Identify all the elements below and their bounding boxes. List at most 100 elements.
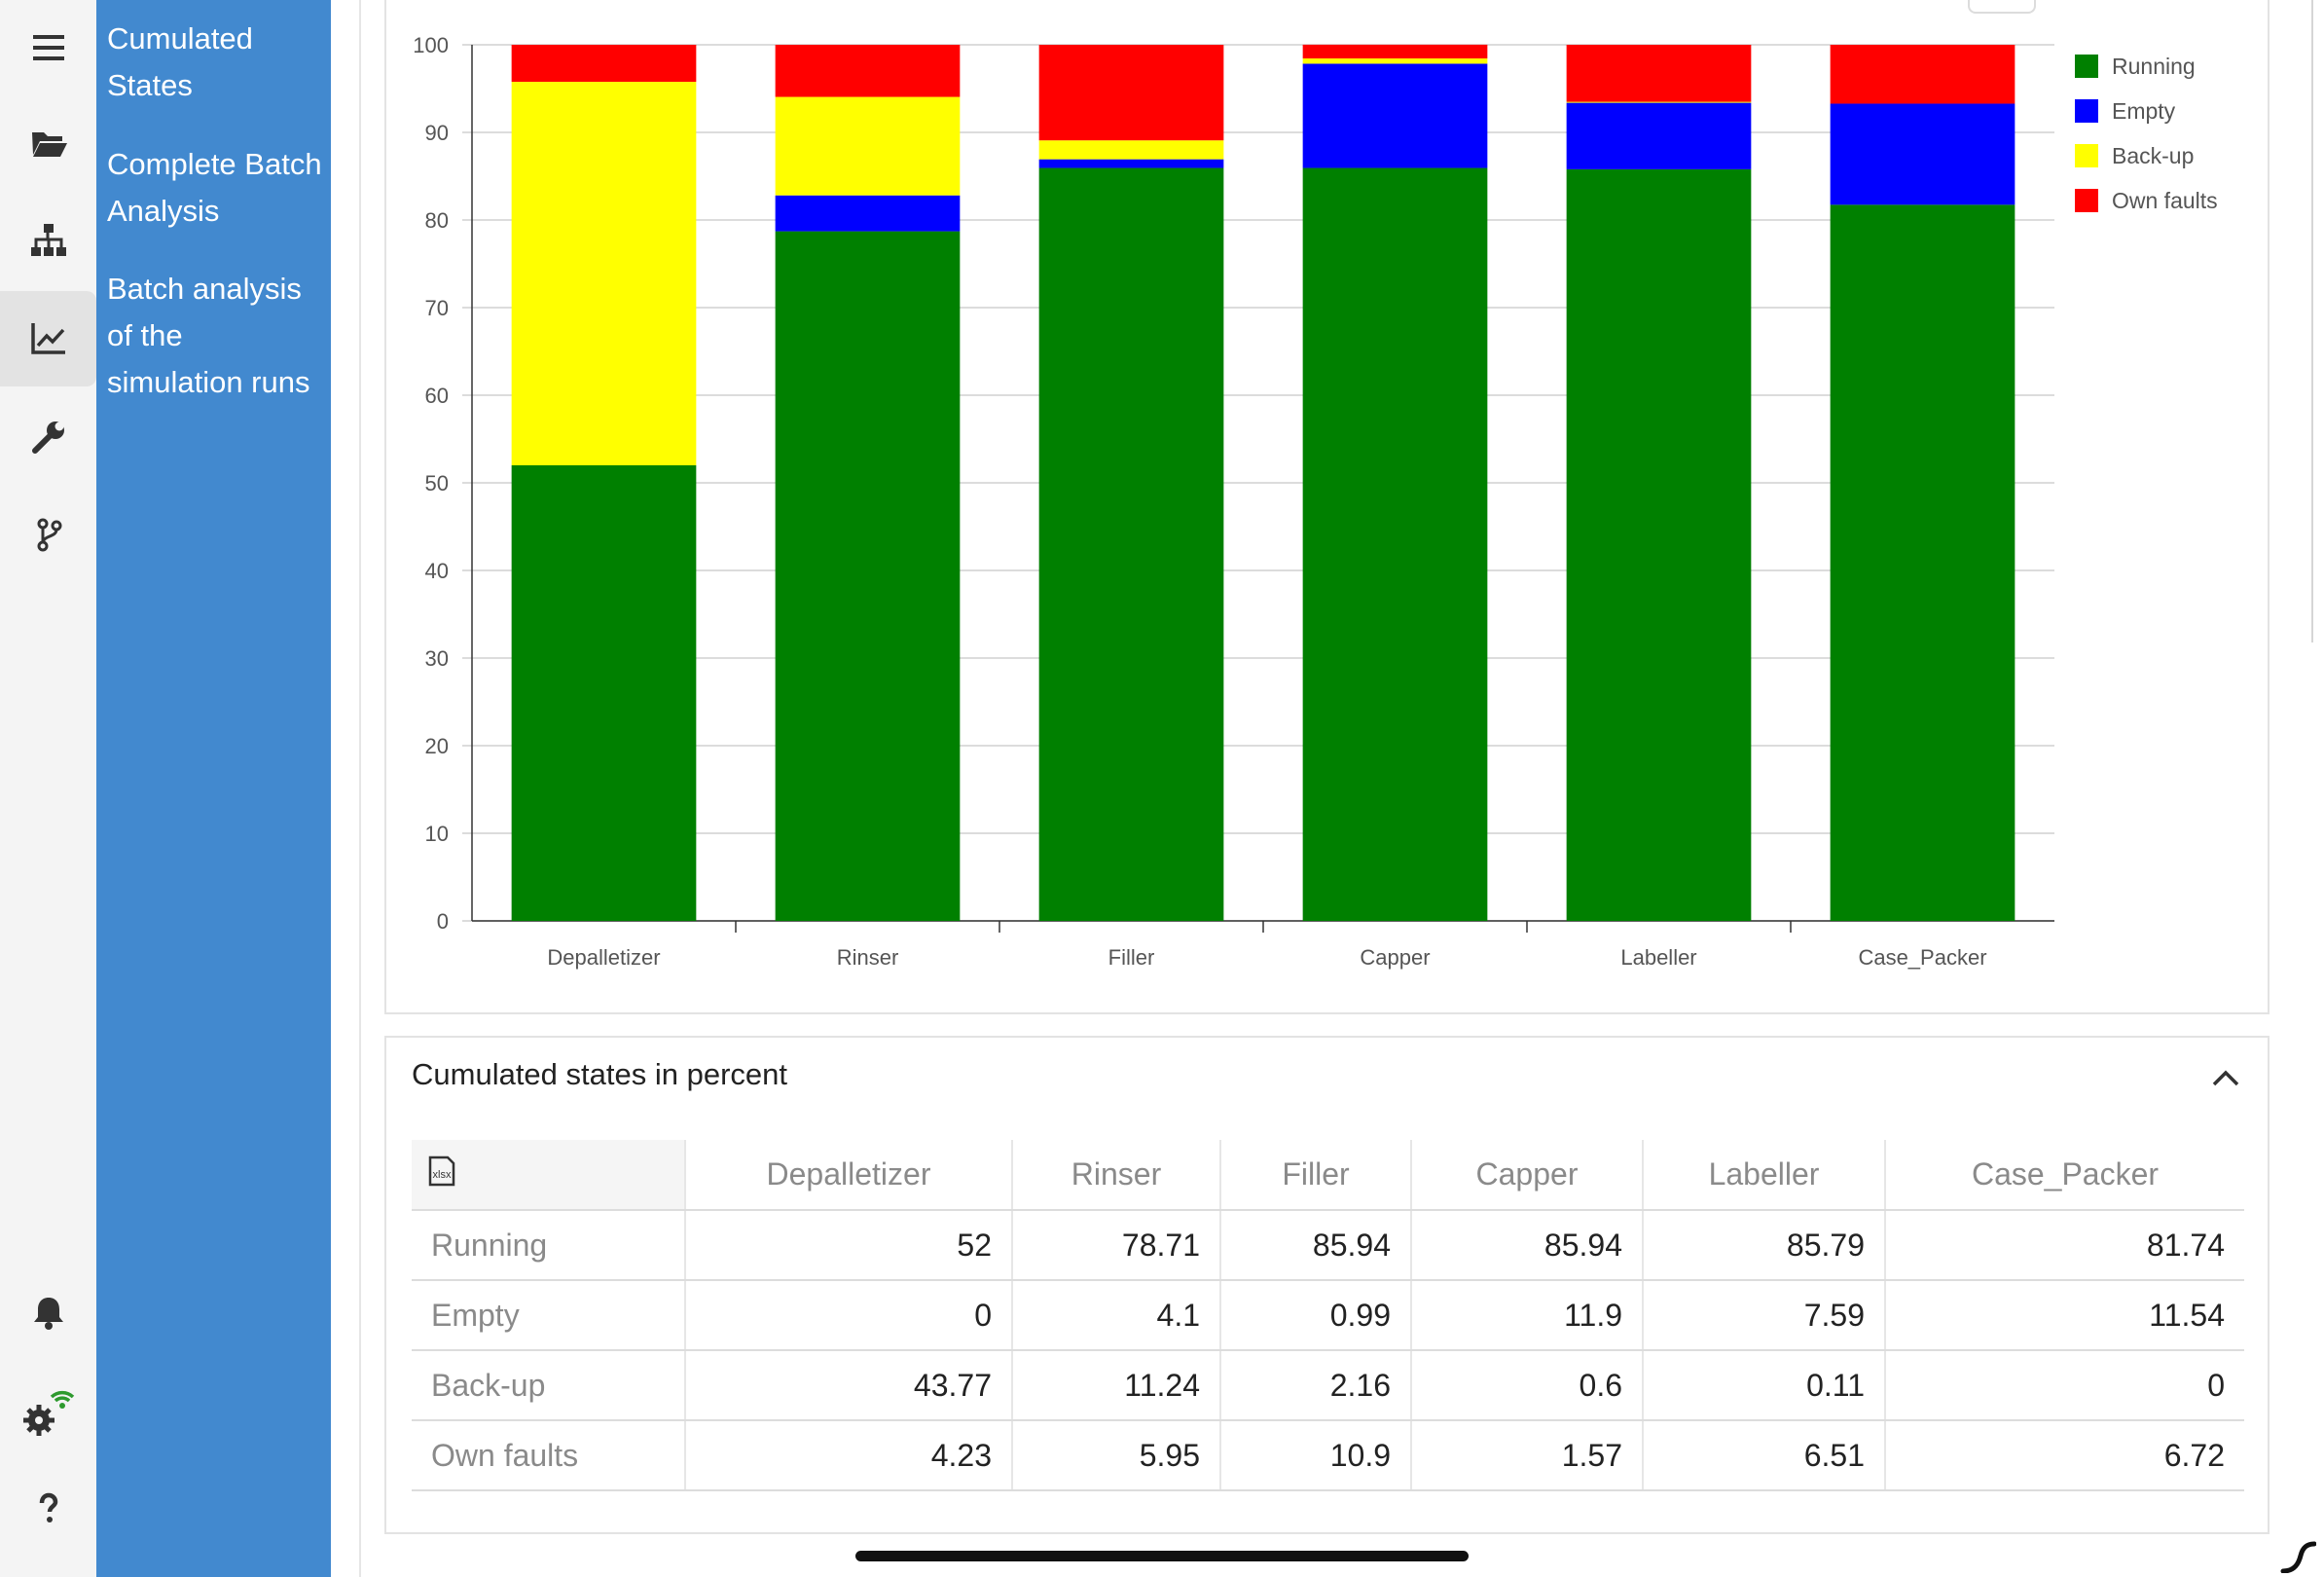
legend-swatch: [2075, 55, 2098, 78]
table-cell: 4.23: [685, 1420, 1013, 1491]
export-xlsx-cell[interactable]: xlsx: [412, 1140, 686, 1211]
resize-handle-icon[interactable]: [2277, 1538, 2316, 1573]
y-tick-label: 0: [437, 909, 449, 934]
x-tick-label: Capper: [1360, 945, 1430, 970]
table-cell: 85.79: [1643, 1210, 1886, 1281]
y-tick-label: 100: [413, 33, 449, 57]
table-row: Back-up 43.77 11.24 2.16 0.6 0.11 0: [412, 1350, 2244, 1421]
row-label: Back-up: [412, 1350, 686, 1421]
legend-swatch: [2075, 189, 2098, 212]
legend-label: Empty: [2112, 98, 2176, 124]
y-tick-label: 30: [425, 646, 449, 671]
table-cell: 0: [685, 1280, 1013, 1351]
y-tick-label: 80: [425, 208, 449, 233]
column-header: Labeller: [1643, 1140, 1886, 1211]
bar-segment: [511, 45, 697, 83]
table-cell: 43.77: [685, 1350, 1013, 1421]
bar-segment: [1302, 58, 1488, 64]
line-layout-button[interactable]: [0, 193, 96, 288]
table-cell: 0: [1885, 1350, 2244, 1421]
folder-open-icon: [31, 132, 67, 157]
code-branch-icon: [37, 518, 61, 552]
chart-menu-button[interactable]: [1968, 0, 2036, 14]
table-title: Cumulated states in percent: [412, 1057, 787, 1091]
table-cell: 10.9: [1220, 1420, 1412, 1491]
page-scrollbar[interactable]: [2311, 0, 2313, 642]
x-tick-label: Filler: [1108, 945, 1155, 970]
bar-segment: [1038, 159, 1224, 168]
settings-wifi-icon: [22, 1390, 74, 1436]
cumulated-states-chart: 0 10 20 30 40 50 60 70 80 90 100 Depalletizer Rinser…: [413, 33, 2217, 970]
row-label: Own faults: [412, 1420, 686, 1491]
bar-segment: [1566, 102, 1752, 169]
svg-text:xlsx: xlsx: [433, 1169, 452, 1181]
table-cell: 11.24: [1012, 1350, 1221, 1421]
bar-segment: [775, 231, 961, 922]
y-tick-label: 50: [425, 471, 449, 495]
bar-segment: [1302, 44, 1488, 59]
x-tick-label: Case_Packer: [1858, 945, 1986, 970]
table-cell: 6.72: [1885, 1420, 2244, 1491]
bar-segment: [1038, 140, 1224, 160]
table-cell: 1.57: [1411, 1420, 1644, 1491]
notifications-button[interactable]: [0, 1265, 96, 1361]
table-cell: 85.94: [1411, 1210, 1644, 1281]
table-cell: 0.11: [1643, 1350, 1886, 1421]
y-tick-label: 60: [425, 384, 449, 408]
nav-item-complete-batch-analysis[interactable]: Complete Batch Analysis: [107, 147, 322, 228]
bar-segment: [1302, 167, 1488, 922]
table-row: Empty 0 4.1 0.99 11.9 7.59 11.54: [412, 1280, 2244, 1351]
table-cell: 0.6: [1411, 1350, 1644, 1421]
analysis-button[interactable]: [0, 291, 96, 386]
bar-segment: [775, 45, 961, 97]
row-label: Running: [412, 1210, 686, 1281]
bell-icon: [33, 1298, 63, 1330]
y-tick-label: 40: [425, 559, 449, 583]
table-header-row: xlsx Depalletizer Rinser Filler Capper L…: [412, 1140, 2244, 1211]
bar-segment: [1038, 45, 1224, 141]
x-tick-label: Rinser: [837, 945, 899, 970]
home-indicator: [855, 1551, 1469, 1561]
open-project-button[interactable]: [0, 95, 96, 191]
chart-line-icon: [30, 323, 65, 354]
menu-button[interactable]: [0, 0, 96, 95]
icon-rail: [0, 0, 96, 1577]
table-cell: 52: [685, 1210, 1013, 1281]
sitemap-icon: [30, 224, 66, 256]
wrench-icon: [31, 422, 64, 454]
table-card: Cumulated states in percent xlsx Depalle…: [384, 1036, 2270, 1534]
xlsx-export-icon[interactable]: xlsx: [425, 1155, 458, 1188]
legend-swatch: [2075, 144, 2098, 167]
bar-segment: [1566, 101, 1752, 103]
bar-segment: [1830, 204, 2015, 922]
bar-segment: [1038, 167, 1224, 922]
nav-item-batch-analysis-simulation-runs[interactable]: Batch analysis of the simulation runs: [107, 272, 310, 399]
table-cell: 2.16: [1220, 1350, 1412, 1421]
tools-button[interactable]: [0, 389, 96, 485]
table-cell: 6.51: [1643, 1420, 1886, 1491]
nav-item-cumulated-states[interactable]: Cumulated States: [107, 21, 253, 102]
bar-segment: [775, 96, 961, 196]
table-cell: 0.99: [1220, 1280, 1412, 1351]
column-header: Case_Packer: [1885, 1140, 2244, 1211]
legend-label: Running: [2112, 54, 2196, 79]
column-header: Filler: [1220, 1140, 1412, 1211]
y-tick-label: 70: [425, 296, 449, 320]
analysis-nav-panel: Cumulated States Complete Batch Analysis…: [96, 0, 331, 1577]
bar-segment: [1830, 45, 2015, 104]
x-tick-label: Labeller: [1620, 945, 1696, 970]
column-header: Rinser: [1012, 1140, 1221, 1211]
content-divider: [359, 0, 361, 1577]
help-button[interactable]: [0, 1460, 96, 1556]
bar-segment: [1302, 63, 1488, 168]
table-cell: 5.95: [1012, 1420, 1221, 1491]
column-header: Depalletizer: [685, 1140, 1013, 1211]
bar-segment: [1566, 45, 1752, 102]
y-tick-label: 20: [425, 734, 449, 758]
row-label: Empty: [412, 1280, 686, 1351]
versions-button[interactable]: [0, 487, 96, 582]
settings-button[interactable]: [0, 1363, 96, 1458]
y-tick-label: 10: [425, 822, 449, 846]
menu-icon: [32, 35, 64, 60]
chevron-up-icon[interactable]: [2206, 1063, 2245, 1092]
